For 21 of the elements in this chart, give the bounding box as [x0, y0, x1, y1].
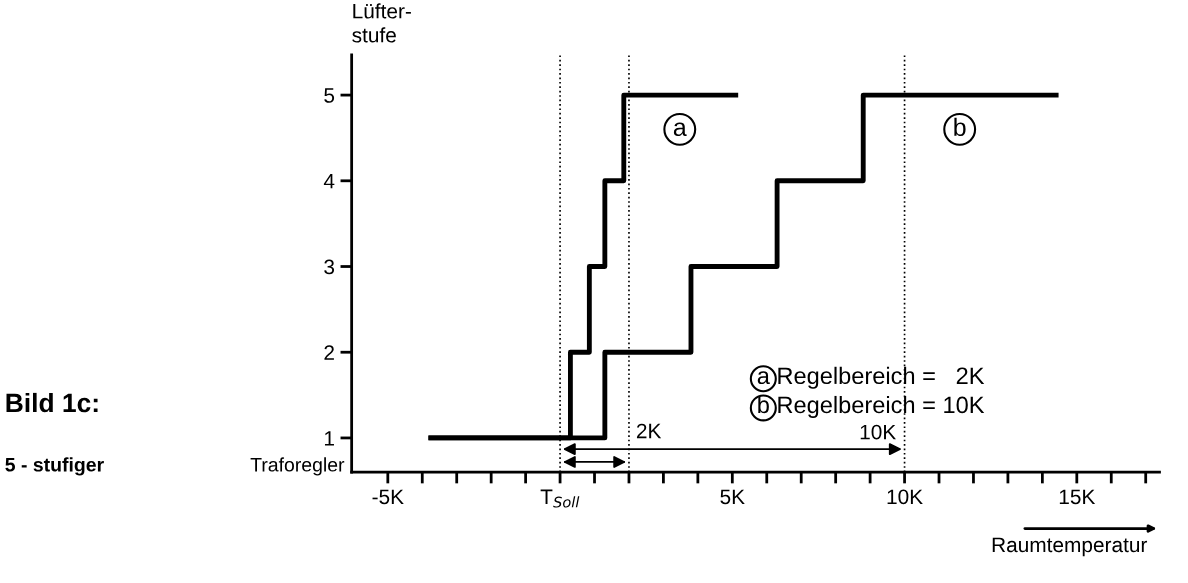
- series-label: b: [954, 117, 966, 137]
- x-axis-title: Raumtemperatur: [992, 537, 1148, 557]
- y-tick-label: 2: [324, 345, 334, 360]
- y-tick-label: 3: [324, 259, 335, 275]
- y-tick-label: 4: [323, 174, 335, 189]
- x-tick-label: 10K: [887, 489, 923, 505]
- text: Bild 1c:: [6, 392, 98, 413]
- x-tick-label: 5K: [720, 489, 745, 505]
- y-tick-label: 1: [324, 431, 334, 446]
- x-tick-label: T$_{Soll}$: [540, 489, 580, 508]
- annotation: a Regelbereich = 2K: [757, 366, 985, 389]
- series-label: a: [673, 122, 687, 137]
- annotation: 10K: [860, 424, 896, 440]
- annotation: 2K: [636, 423, 662, 439]
- x-tick-label: -5K: [372, 489, 404, 505]
- y-axis-title: Lüfter- stufe: [352, 3, 411, 43]
- text: Traforegler: [250, 457, 345, 476]
- y-tick-label: 5: [324, 88, 335, 103]
- annotation: b Regelbereich = 10K: [758, 395, 985, 418]
- x-tick-label: 15K: [1059, 489, 1096, 505]
- text: 5 - stufiger: [5, 457, 104, 476]
